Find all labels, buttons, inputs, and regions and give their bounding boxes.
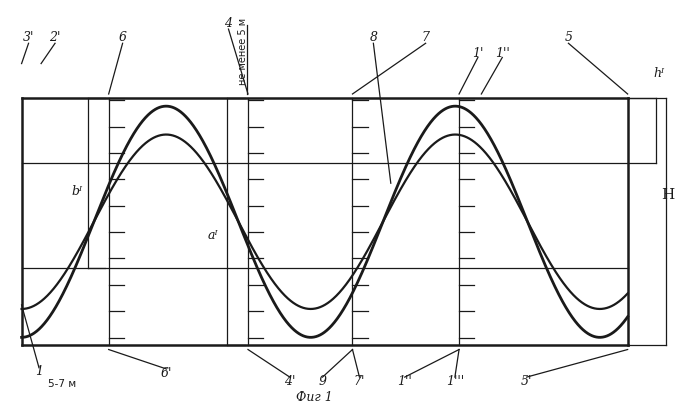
Text: 4: 4 xyxy=(225,17,232,29)
Text: 2': 2' xyxy=(50,31,61,44)
Text: hᴵ: hᴵ xyxy=(653,67,664,80)
Text: 6: 6 xyxy=(119,31,126,44)
Text: 8: 8 xyxy=(369,31,378,44)
Text: 5': 5' xyxy=(521,376,533,388)
Text: 5: 5 xyxy=(565,31,572,44)
Text: 7': 7' xyxy=(354,376,365,388)
Text: 9: 9 xyxy=(318,376,327,388)
Text: 1'': 1'' xyxy=(397,376,412,388)
Text: bᴵ: bᴵ xyxy=(72,185,83,198)
Text: 1': 1' xyxy=(472,47,484,60)
Text: 3': 3' xyxy=(23,31,34,44)
Text: 1''': 1''' xyxy=(446,376,464,388)
Text: 7: 7 xyxy=(422,31,430,44)
Text: не менее 5 м: не менее 5 м xyxy=(238,18,248,85)
Text: 5-7 м: 5-7 м xyxy=(48,379,76,389)
Text: 1: 1 xyxy=(35,365,43,379)
Text: aᴵ: aᴵ xyxy=(208,230,218,243)
Text: Фиг 1: Фиг 1 xyxy=(296,391,332,404)
Text: H: H xyxy=(662,188,675,202)
Text: 4': 4' xyxy=(284,376,295,388)
Text: 1'': 1'' xyxy=(495,47,510,60)
Text: 6': 6' xyxy=(161,367,172,380)
